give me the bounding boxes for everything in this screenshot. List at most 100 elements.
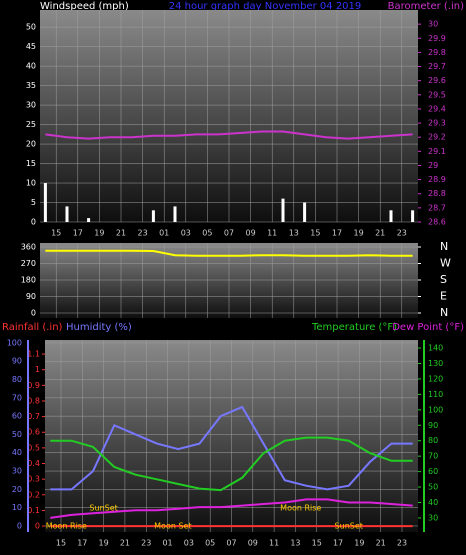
rain-axis-label: Rainfall (.in) bbox=[2, 322, 63, 333]
y-tick-label: 50 bbox=[12, 430, 22, 439]
y-tick-label: 0 bbox=[31, 218, 36, 227]
y-tick-label: 30 bbox=[26, 101, 36, 110]
bar bbox=[411, 210, 415, 222]
y3-tick-label: 0 bbox=[35, 522, 40, 531]
y-tick-label: 0 bbox=[31, 308, 36, 317]
y2-tick-label: N bbox=[440, 306, 448, 319]
y3-tick-label: 1 bbox=[35, 365, 40, 374]
y3-tick-label: 0.6 bbox=[27, 428, 40, 437]
y-tick-label: 40 bbox=[26, 62, 36, 71]
y3-tick-label: 0.3 bbox=[27, 475, 40, 484]
x-tick-label: 17 bbox=[77, 539, 87, 548]
y-tick-label: 90 bbox=[12, 357, 22, 366]
dewpoint-axis-label: Dew Point (°F) bbox=[392, 322, 464, 333]
y-tick-label: 70 bbox=[12, 393, 22, 402]
y-tick-label: 25 bbox=[26, 120, 36, 129]
series-line bbox=[45, 130, 413, 140]
y2-tick-label: 80 bbox=[428, 436, 438, 445]
y-tick-label: 20 bbox=[12, 485, 22, 494]
y2-tick-label: 29.1 bbox=[428, 147, 446, 156]
bar bbox=[87, 218, 91, 222]
bar bbox=[65, 206, 69, 222]
y2-tick-label: 29.2 bbox=[428, 133, 446, 142]
x-tick-label: 13 bbox=[289, 229, 299, 238]
y2-tick-label: 100 bbox=[428, 405, 443, 414]
annotation: SunSet bbox=[335, 522, 363, 531]
bar bbox=[281, 198, 285, 222]
bar bbox=[389, 210, 393, 222]
y-tick-label: 35 bbox=[26, 81, 36, 90]
temperature-axis-label: Temperature (°F) bbox=[311, 322, 397, 333]
y2-tick-label: W bbox=[440, 256, 451, 269]
bar bbox=[43, 183, 47, 222]
y2-tick-label: 29.5 bbox=[428, 90, 446, 99]
y2-tick-label: 29.3 bbox=[428, 119, 446, 128]
x-tick-label: 21 bbox=[116, 229, 126, 238]
y-tick-label: 10 bbox=[26, 179, 36, 188]
y2-tick-label: S bbox=[440, 273, 447, 286]
y-tick-label: 270 bbox=[21, 259, 36, 268]
y3-tick-label: 0.4 bbox=[27, 459, 40, 468]
y2-tick-label: 28.8 bbox=[428, 189, 446, 198]
x-tick-label: 17 bbox=[73, 229, 83, 238]
x-tick-label: 17 bbox=[332, 229, 342, 238]
y2-tick-label: 40 bbox=[428, 498, 438, 507]
y-tick-label: 50 bbox=[26, 23, 36, 32]
x-tick-label: 09 bbox=[246, 229, 256, 238]
x-tick-label: 23 bbox=[397, 539, 407, 548]
y2-tick-label: 110 bbox=[428, 390, 443, 399]
bar bbox=[151, 210, 155, 222]
x-tick-label: 11 bbox=[267, 229, 277, 238]
y3-tick-label: 0.1 bbox=[27, 506, 40, 515]
y-tick-label: 80 bbox=[12, 375, 22, 384]
y-tick-label: 45 bbox=[26, 42, 36, 51]
x-tick-label: 15 bbox=[310, 229, 320, 238]
series-line bbox=[50, 405, 413, 491]
x-tick-label: 21 bbox=[375, 229, 385, 238]
y3-tick-label: 0.8 bbox=[27, 396, 40, 405]
y-tick-label: 0 bbox=[17, 521, 22, 530]
x-tick-label: 19 bbox=[354, 229, 364, 238]
y2-tick-label: 140 bbox=[428, 344, 443, 353]
y2-tick-label: N bbox=[440, 240, 448, 253]
annotation: Moon Set bbox=[154, 522, 191, 531]
x-tick-label: 07 bbox=[224, 229, 234, 238]
y3-tick-label: 0.7 bbox=[27, 412, 40, 421]
y-tick-label: 30 bbox=[12, 467, 22, 476]
x-tick-label: 05 bbox=[202, 229, 212, 238]
y2-tick-label: 50 bbox=[428, 483, 438, 492]
y2-tick-label: 29.8 bbox=[428, 48, 446, 57]
y2-tick-label: 30 bbox=[428, 20, 438, 29]
x-tick-label: 15 bbox=[56, 539, 66, 548]
chart-title: 24 hour graph day November 04 2019 bbox=[169, 1, 362, 12]
y-tick-label: 20 bbox=[26, 140, 36, 149]
x-tick-label: 23 bbox=[141, 539, 151, 548]
y2-axis-label: Barometer (.in) bbox=[388, 1, 464, 12]
x-tick-label: 07 bbox=[226, 539, 236, 548]
x-tick-label: 03 bbox=[184, 539, 194, 548]
y3-tick-label: 0.9 bbox=[27, 381, 40, 390]
x-tick-label: 21 bbox=[120, 539, 130, 548]
y3-tick-label: 0.2 bbox=[27, 490, 40, 499]
y2-tick-label: 90 bbox=[428, 421, 438, 430]
x-tick-label: 19 bbox=[354, 539, 364, 548]
x-tick-label: 19 bbox=[94, 229, 104, 238]
y2-tick-label: 29.7 bbox=[428, 62, 446, 71]
x-tick-label: 23 bbox=[138, 229, 148, 238]
x-tick-label: 21 bbox=[376, 539, 386, 548]
y-tick-label: 180 bbox=[21, 275, 36, 284]
x-tick-label: 23 bbox=[397, 229, 407, 238]
y2-tick-label: 29.9 bbox=[428, 34, 446, 43]
y2-tick-label: 28.7 bbox=[428, 203, 446, 212]
y2-tick-label: 28.6 bbox=[428, 218, 446, 227]
y-tick-label: 10 bbox=[12, 503, 22, 512]
x-tick-label: 09 bbox=[248, 539, 258, 548]
y-tick-label: 360 bbox=[21, 242, 36, 251]
y2-tick-label: 30 bbox=[428, 513, 438, 522]
bar bbox=[173, 206, 177, 222]
y2-tick-label: 29.6 bbox=[428, 76, 446, 85]
x-tick-label: 01 bbox=[159, 229, 169, 238]
series-line bbox=[45, 249, 413, 257]
annotation: Moon Rise bbox=[280, 504, 321, 513]
x-tick-label: 17 bbox=[333, 539, 343, 548]
